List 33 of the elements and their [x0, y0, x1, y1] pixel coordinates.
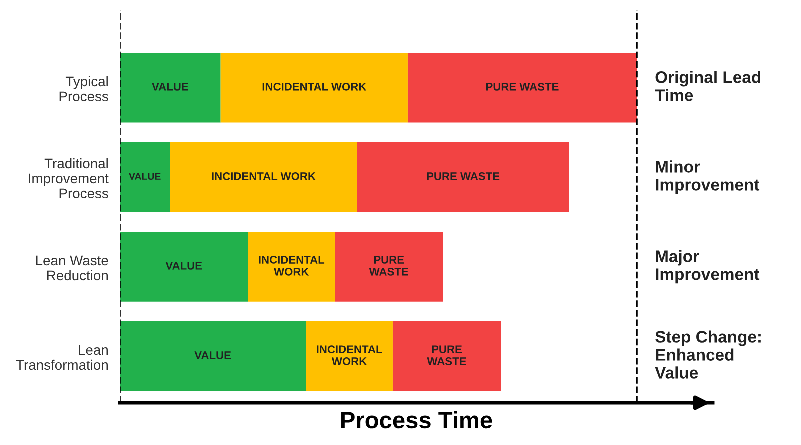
- y-tick-label: Lean Transformation: [16, 345, 108, 370]
- bar: [306, 322, 393, 392]
- text: INCIDENTAL WORK: [262, 83, 367, 91]
- bar: [408, 52, 637, 123]
- text: PURE WASTE: [486, 83, 559, 91]
- bar: [392, 322, 502, 392]
- series-label: PURE WASTE: [369, 256, 408, 276]
- series-label: VALUE: [129, 173, 161, 180]
- bar: [120, 232, 248, 302]
- text: INCIDENTAL WORK: [212, 172, 316, 180]
- text: Minor Improvement: [656, 160, 760, 194]
- bar: [357, 142, 570, 212]
- x-axis-title: Process Time: [342, 411, 492, 429]
- y-tick-label: Typical Process: [60, 76, 108, 102]
- bar: [248, 232, 336, 302]
- text: Step Change: Enhanced Value: [655, 330, 761, 379]
- y-tick-label: Lean Waste Reduction: [36, 256, 108, 281]
- bar: [170, 142, 358, 212]
- text: PURE WASTE: [427, 172, 500, 180]
- text: PURE WASTE: [427, 346, 466, 366]
- text: Major Improvement: [656, 250, 760, 284]
- bar: [120, 52, 221, 123]
- text: Original Lead Time: [655, 71, 760, 102]
- y-tick-label: Traditional Improvement Process: [29, 158, 109, 199]
- text: INCIDENTAL WORK: [317, 346, 382, 366]
- bar: [335, 232, 444, 302]
- text: VALUE: [152, 83, 188, 91]
- bar: [120, 142, 170, 212]
- bar: [120, 322, 306, 392]
- series-label: INCIDENTAL WORK: [259, 256, 325, 276]
- bar: [220, 52, 408, 123]
- text: VALUE: [194, 352, 232, 360]
- text: VALUE: [166, 262, 202, 270]
